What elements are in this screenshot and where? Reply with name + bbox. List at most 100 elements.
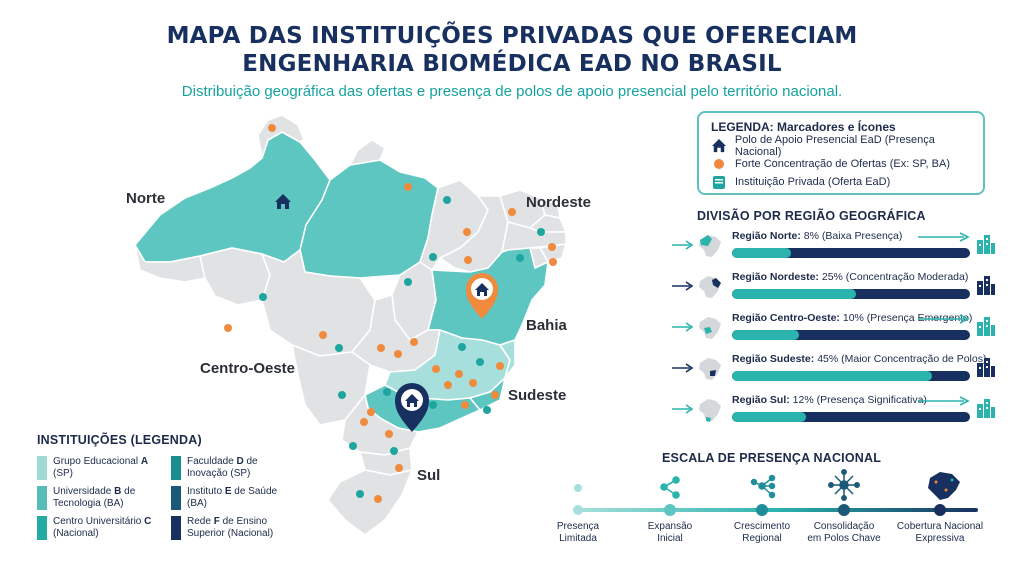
institution-label: Universidade B de Tecnologia (BA)	[53, 486, 136, 509]
scale-step-4	[828, 469, 860, 516]
legend-label-polo: Polo de Apoio Presencial EaD (Presença N…	[734, 134, 935, 158]
region-detail: 8% (Baixa Presença)	[800, 230, 903, 242]
dot-orange	[360, 418, 368, 426]
institution-label: Faculdade D de Inovação (SP)	[187, 456, 258, 479]
dot-orange	[548, 243, 556, 251]
dot-teal	[404, 278, 412, 286]
share-icon	[660, 476, 680, 499]
region-bar-fill	[732, 371, 932, 381]
region-bar-fill	[732, 412, 807, 422]
institution-item: Centro Universitário C (Nacional)	[37, 516, 153, 540]
scale-step-2	[660, 476, 680, 516]
dot-orange	[374, 495, 382, 503]
institution-swatch	[171, 486, 181, 510]
region-mini-map-icon	[699, 276, 721, 298]
city-icon	[977, 276, 995, 295]
legend-label-concentracao: Forte Concentração de Ofertas (Ex: SP, B…	[735, 158, 951, 170]
scale-title: ESCALA DE PRESENÇA NACIONAL	[662, 451, 882, 465]
institution-swatch	[37, 516, 47, 540]
scale-step-2-label: Expansão Inicial	[647, 521, 693, 544]
dot-teal	[537, 228, 545, 236]
region-bar-track	[732, 412, 970, 422]
legend-label-instituicao: Instituição Privada (Oferta EaD)	[735, 176, 891, 188]
scale-step-5	[928, 472, 960, 516]
region-bar-row: Região Sul: 12% (Presença Significativa)	[672, 394, 1002, 428]
region-bar-fill	[732, 248, 792, 258]
page-title: MAPA DAS INSTITUIÇÕES PRIVADAS QUE OFERE…	[0, 22, 1024, 78]
region-name: Região Nordeste:	[732, 271, 819, 283]
region-bar-row: Região Sudeste: 45% (Maior Concentração …	[672, 353, 1002, 387]
region-name: Região Norte:	[732, 230, 801, 242]
dot-orange	[491, 391, 499, 399]
scale-step-3	[750, 474, 776, 516]
arrow-right-icon	[672, 363, 694, 373]
trend-arrow-icon	[918, 396, 970, 406]
city-icon	[977, 235, 995, 254]
legend-item-concentracao: Forte Concentração de Ofertas (Ex: SP, B…	[711, 156, 950, 172]
state-amapa	[349, 139, 386, 166]
region-bar-label: Região Sudeste: 45% (Maior Concentração …	[732, 353, 986, 365]
dot-orange	[410, 338, 418, 346]
dot-orange	[464, 256, 472, 264]
region-label-nordeste: Nordeste	[526, 194, 592, 211]
dot-teal	[383, 388, 391, 396]
dot-orange	[463, 228, 471, 236]
region-label-centro-oeste: Centro-Oeste	[200, 360, 296, 377]
region-name: Região Centro-Oeste:	[732, 312, 840, 324]
region-detail: 12% (Presença Significativa)	[789, 394, 927, 406]
dot-teal	[429, 253, 437, 261]
arrow-right-icon	[672, 404, 694, 414]
city-icon	[977, 358, 995, 377]
region-name: Região Sul:	[732, 394, 790, 406]
institution-label: Instituto E de Saúde (BA)	[187, 486, 278, 509]
state-es	[499, 339, 516, 379]
region-detail: 10% (Presença Emergente)	[839, 312, 973, 324]
institution-item: Universidade B de Tecnologia (BA)	[37, 486, 153, 510]
arrow-right-icon	[672, 240, 694, 250]
region-bar-label: Região Norte: 8% (Baixa Presença)	[732, 230, 902, 242]
dot-teal	[516, 254, 524, 262]
title-line-1: MAPA DAS INSTITUIÇÕES PRIVADAS QUE OFERE…	[166, 23, 858, 49]
region-label-bahia: Bahia	[526, 317, 567, 334]
institution-label: Grupo Educacional A (SP)	[53, 456, 149, 479]
region-bar-track	[732, 248, 970, 258]
dot-orange	[469, 379, 477, 387]
region-bar-label: Região Centro-Oeste: 10% (Presença Emerg…	[732, 312, 972, 324]
regions-section-title: DIVISÃO POR REGIÃO GEOGRÁFICA	[697, 209, 926, 223]
dot-teal	[443, 196, 451, 204]
dot-orange	[268, 124, 276, 132]
region-mini-map-icon	[699, 399, 721, 422]
dot-teal	[259, 293, 267, 301]
dot-teal	[429, 401, 437, 409]
dot-teal	[338, 391, 346, 399]
dot-orange	[432, 365, 440, 373]
dot-orange	[224, 324, 232, 332]
dot-teal	[458, 343, 466, 351]
network-icon	[750, 474, 776, 499]
legend-item-polo: Polo de Apoio Presencial EaD (Presença N…	[711, 134, 983, 158]
offer-dots	[224, 124, 557, 503]
dot-orange	[549, 258, 557, 266]
institution-item: Grupo Educacional A (SP)	[37, 456, 153, 480]
dot-orange	[394, 350, 402, 358]
region-bar-row: Região Nordeste: 25% (Concentração Moder…	[672, 271, 1002, 305]
region-bar-row: Região Norte: 8% (Baixa Presença)	[672, 230, 1002, 264]
region-bar-track	[732, 330, 970, 340]
dot-orange	[461, 401, 469, 409]
institution-label: Rede F de Ensino Superior (Nacional)	[187, 516, 274, 539]
region-label-norte: Norte	[126, 190, 166, 207]
region-label-sudeste: Sudeste	[508, 387, 567, 404]
arrow-right-icon	[672, 322, 694, 332]
dot-orange	[367, 408, 375, 416]
region-bar-fill	[732, 330, 799, 340]
institution-swatch	[37, 456, 47, 480]
region-bar-fill	[732, 289, 856, 299]
scale-step-5-label: Cobertura Nacional Expressiva	[896, 521, 984, 544]
dot-orange	[377, 344, 385, 352]
region-mini-map-icon	[699, 235, 721, 257]
region-detail: 25% (Concentração Moderada)	[818, 271, 969, 283]
region-detail: 45% (Maior Concentração de Polos)	[814, 353, 987, 365]
scale-track	[573, 469, 978, 516]
dot-orange	[508, 208, 516, 216]
pin-bahia	[466, 273, 498, 319]
